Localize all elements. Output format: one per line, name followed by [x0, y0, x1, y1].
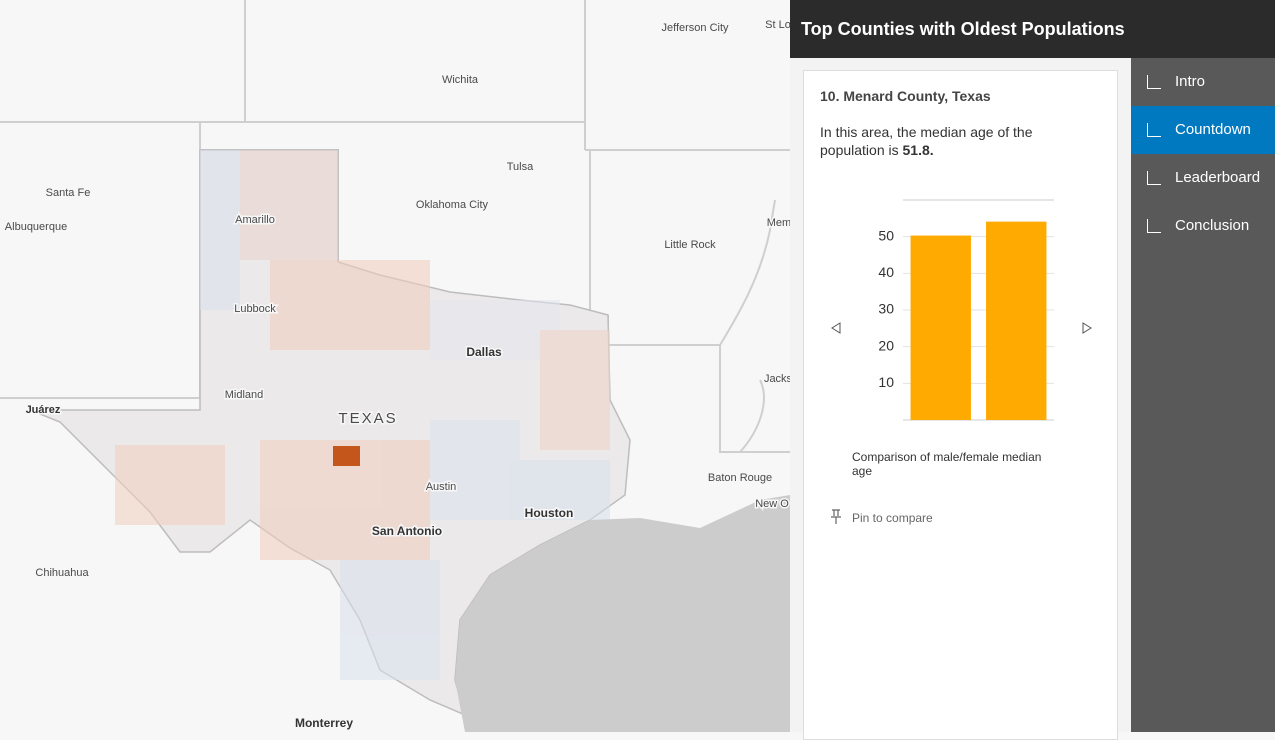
map-label: TEXAS	[338, 410, 397, 427]
map: Jefferson City St Lo Wichita Tulsa Santa…	[0, 0, 790, 732]
nav-label: Leaderboard	[1175, 169, 1261, 186]
chart-caption: Comparison of male/female median age	[852, 450, 1042, 478]
y-tick-label: 20	[878, 337, 894, 353]
map-label: Oklahoma City	[416, 199, 489, 211]
map-label: Tulsa	[507, 161, 534, 173]
map-label: Lubbock	[234, 303, 276, 315]
map-label: Amarillo	[235, 214, 275, 226]
map-label: Houston	[525, 506, 574, 520]
bar	[986, 221, 1047, 420]
nav-icon	[1147, 171, 1161, 185]
bar-chart: 10 20 30 40 50	[831, 199, 1092, 421]
summary-value: 51.8.	[902, 142, 934, 158]
map-label: Midland	[225, 389, 264, 401]
map-label: Santa Fe	[46, 187, 91, 199]
gulf	[455, 495, 790, 732]
summary-text: In this area, the median age of the popu…	[820, 124, 1033, 158]
pin-button[interactable]: Pin to compare	[852, 511, 933, 525]
nav-item[interactable]: Conclusion	[1131, 202, 1275, 250]
prev-arrow[interactable]	[831, 322, 841, 334]
app-header: Top Counties with Oldest Populations	[790, 0, 1275, 58]
pin-icon[interactable]	[829, 509, 843, 525]
nav-label: Countdown	[1175, 121, 1251, 138]
y-tick-label: 30	[878, 301, 894, 317]
map-label: Wichita	[442, 74, 479, 86]
map-label: Jacks	[764, 373, 790, 385]
nav-icon	[1147, 75, 1161, 89]
nav-panel: Intro Countdown Leaderboard Conclusion	[1131, 58, 1275, 732]
bar	[910, 235, 971, 420]
nav-label: Intro	[1175, 73, 1206, 90]
nav-item[interactable]: Countdown	[1131, 106, 1275, 154]
map-label: Monterrey	[295, 716, 353, 730]
card-heading: 10. Menard County, Texas	[820, 88, 991, 104]
map-label: Dallas	[466, 345, 502, 359]
nav-item[interactable]: Intro	[1131, 58, 1275, 106]
next-arrow[interactable]	[1082, 322, 1092, 334]
map-label: Albuquerque	[5, 221, 67, 233]
map-label: Little Rock	[664, 239, 716, 251]
y-tick-label: 40	[878, 264, 894, 280]
map-label: Chihuahua	[35, 567, 89, 579]
nav-icon	[1147, 219, 1161, 233]
map-label: Baton Rouge	[708, 472, 772, 484]
card-summary: In this area, the median age of the popu…	[820, 123, 1060, 159]
map-label: Mem	[767, 217, 790, 229]
county-shading	[115, 150, 610, 680]
nav-icon	[1147, 123, 1161, 137]
map-label: St Lo	[765, 19, 790, 31]
nav-label: Conclusion	[1175, 217, 1250, 234]
y-tick-label: 10	[878, 374, 894, 390]
map-label: New O	[755, 498, 789, 510]
nav-item[interactable]: Leaderboard	[1131, 154, 1275, 202]
map-label: Austin	[426, 481, 457, 493]
map-label: Juárez	[26, 404, 61, 416]
highlighted-county	[333, 446, 360, 466]
y-tick-label: 50	[878, 227, 894, 243]
map-label: Jefferson City	[661, 22, 729, 34]
map-label: San Antonio	[372, 524, 442, 538]
